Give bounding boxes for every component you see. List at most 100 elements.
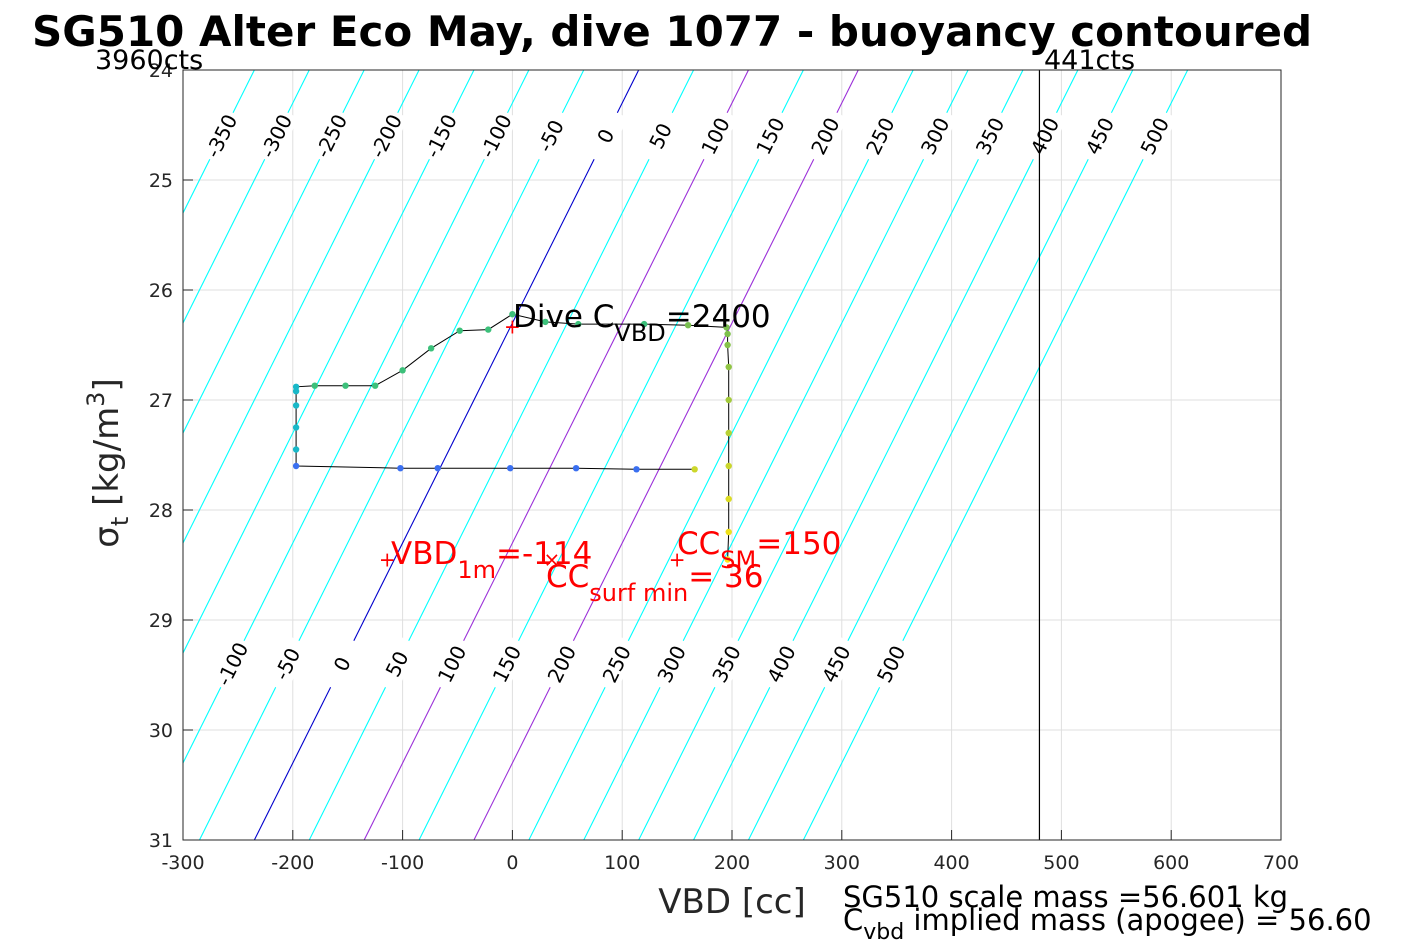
dive-point <box>575 320 582 328</box>
contour-label-bg <box>308 107 354 165</box>
contour-label-bg <box>912 107 958 165</box>
annotation-marker: + <box>504 314 521 338</box>
dive-point <box>292 383 300 390</box>
contour-label-bg <box>210 635 255 693</box>
x-tick-label: 300 <box>824 852 860 874</box>
y-axis-label-symbol: σ <box>87 526 127 548</box>
buoyancy-contour-labels: -350 -300 -250 -200 -150 -100 -50 0 50 100 150 200 2… <box>199 107 1178 693</box>
dive-point <box>725 363 732 371</box>
dive-point <box>725 495 732 503</box>
contour-label-bg <box>264 635 310 693</box>
buoyancy-contour-line <box>183 70 530 765</box>
contour-label-bg <box>649 635 694 693</box>
dive-point <box>725 528 732 536</box>
contour-label-bg <box>528 107 574 165</box>
dive-point <box>725 396 732 404</box>
x-tick-label: 700 <box>1263 852 1299 874</box>
axis-ticks: -300 -200 -100 0 100 200 300 400 500 600 700 24 25 26… <box>149 60 1299 874</box>
contour-label-bg <box>1077 107 1123 165</box>
x-tick-label: 0 <box>506 852 518 874</box>
buoyancy-contour-line <box>638 70 1024 840</box>
dive-point <box>427 345 435 352</box>
climb-point <box>397 465 404 472</box>
contour-label-bg <box>374 635 420 693</box>
x-tick-label: 500 <box>1043 852 1079 874</box>
contour-label-bg <box>759 635 804 693</box>
dive-point <box>311 382 318 389</box>
contour-label-bg <box>594 635 640 693</box>
x-tick-label: 400 <box>933 852 969 874</box>
y-tick-label: 31 <box>149 830 173 852</box>
y-tick-label: 25 <box>149 170 173 192</box>
dive-point <box>725 429 732 437</box>
contour-label-bg <box>484 635 530 693</box>
dive-point <box>509 311 516 318</box>
buoyancy-contour-line <box>363 70 749 840</box>
annotation-cc-sm: CCSM=150 <box>677 526 841 574</box>
svg-text:σt [kg/m3]: σt [kg/m3] <box>82 378 134 547</box>
contour-label-bg <box>253 107 299 165</box>
buoyancy-contour-line <box>583 70 969 840</box>
y-tick-label: 29 <box>149 610 173 632</box>
buoyancy-contour-line <box>183 70 420 545</box>
footer-scale-mass: SG510 scale mass =56.601 kg <box>843 880 1288 914</box>
contour-label-bg <box>418 107 464 165</box>
trajectory <box>292 311 732 563</box>
dive-point <box>723 324 730 331</box>
dive-point <box>542 318 549 326</box>
y-tick-label: 24 <box>149 60 173 82</box>
buoyancy-contour-line <box>183 70 475 655</box>
annotation-vbd-1m: VBD1m=-114 <box>391 536 592 584</box>
climb-point <box>633 466 640 473</box>
contour-label-bg <box>473 107 519 165</box>
contour-label-bg <box>868 635 914 693</box>
contour-label-bg <box>1132 107 1178 165</box>
contour-label-bg <box>638 107 683 165</box>
annotation-marker: + <box>669 548 686 572</box>
dive-point <box>485 326 492 333</box>
contour-label-bg <box>539 635 585 693</box>
y-tick-label: 27 <box>149 390 173 412</box>
dive-point <box>456 327 463 334</box>
annotation-marker: + <box>379 548 396 572</box>
buoyancy-contours <box>183 70 1189 840</box>
buoyancy-contour-line <box>693 70 1079 840</box>
buoyancy-contour-line <box>183 70 310 325</box>
y-axis-label: σt [kg/m3] <box>82 378 134 547</box>
climb-point <box>691 466 698 473</box>
climb-point <box>507 465 514 472</box>
contour-label-bg <box>967 107 1013 165</box>
dive-point <box>724 556 731 563</box>
x-tick-label: -100 <box>381 852 424 874</box>
contour-label-bg <box>693 107 738 165</box>
dive-point <box>724 330 731 338</box>
dive-point <box>640 320 648 328</box>
dive-point <box>371 382 379 389</box>
footer-implied-sub: vbd <box>863 920 904 945</box>
trajectory-line <box>295 313 730 560</box>
buoyancy-contour-line <box>183 70 255 215</box>
x-tick-label: 200 <box>714 852 750 874</box>
y-axis-label-subscript: t <box>106 517 134 526</box>
contour-label-bg <box>583 107 629 165</box>
buoyancy-contour-line <box>473 70 859 840</box>
climb-point <box>572 465 580 472</box>
buoyancy-contour-line <box>253 70 640 840</box>
x-tick-label: 600 <box>1153 852 1189 874</box>
x-axis-label: VBD [cc] <box>658 882 806 922</box>
climb-point <box>292 424 300 431</box>
contour-label-bg <box>429 635 475 693</box>
y-axis-label-close: ] <box>87 378 127 391</box>
contour-label-bg <box>1022 107 1068 165</box>
buoyancy-contour-line <box>183 70 365 435</box>
buoyancy-contour-line <box>528 70 914 840</box>
dive-point <box>684 322 692 329</box>
annotation-cc-surf-min: CCsurf min= 36 <box>546 559 764 607</box>
buoyancy-contour-line <box>747 70 1134 840</box>
contour-label-bg <box>802 107 848 165</box>
contour-label-bg <box>748 107 793 165</box>
climb-point <box>292 388 300 395</box>
contour-label-bg <box>704 635 749 693</box>
dive-point <box>725 462 732 470</box>
x-tick-label: -200 <box>271 852 314 874</box>
